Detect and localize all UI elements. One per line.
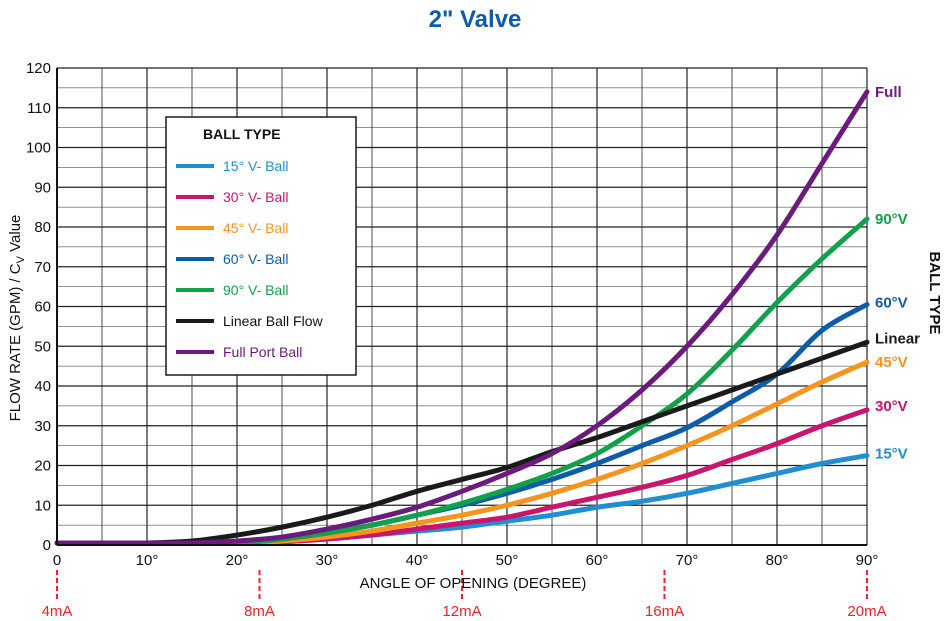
x-tick-label: 20° — [226, 552, 249, 569]
x-tick-label: 70° — [676, 552, 699, 569]
y-tick-label: 40 — [34, 378, 51, 395]
ma-marker-label: 4mA — [42, 603, 73, 620]
y-axis-title-sub: V — [15, 255, 27, 263]
y-tick-label: 100 — [26, 140, 51, 157]
end-labels: 15°V 30°V 45°V 60°V 90°V Linear Full — [875, 84, 920, 463]
y-tick-label: 50 — [34, 338, 51, 355]
legend-item-label: 60° V- Ball — [223, 251, 289, 267]
legend-item-label: 30° V- Ball — [223, 189, 289, 205]
y-axis-title-suffix: Value — [7, 215, 24, 256]
legend-item-label: 90° V- Ball — [223, 282, 289, 298]
series-line-6 — [54, 89, 870, 546]
x-tick-label: 10° — [136, 552, 159, 569]
y-axis-title-main: FLOW RATE (GPM) / C — [7, 263, 24, 421]
series-end-label: 30°V — [875, 398, 908, 415]
y-tick-label: 120 — [26, 60, 51, 77]
y-tick-label: 0 — [43, 537, 51, 554]
series-end-label: Full — [875, 84, 902, 101]
legend-item-label: Linear Ball Flow — [223, 313, 323, 329]
y-tick-label: 20 — [34, 458, 51, 475]
y-tick-label: 60 — [34, 299, 51, 316]
legend-item-label: 15° V- Ball — [223, 158, 289, 174]
ma-marker-label: 12mA — [442, 603, 481, 620]
y-tick-label: 10 — [34, 497, 51, 514]
x-tick-label: 80° — [766, 552, 789, 569]
series-lines — [54, 89, 870, 546]
legend-box — [165, 116, 357, 376]
y-tick-label: 110 — [27, 100, 51, 117]
series-end-label: 60°V — [875, 295, 908, 312]
legend-title: BALL TYPE — [203, 126, 281, 142]
x-tick-label: 90° — [856, 552, 879, 569]
ma-markers: 4mA 8mA 12mA 16mA 20mA — [42, 570, 887, 620]
y-tick-label: 70 — [34, 259, 51, 276]
x-tick-label: 60° — [586, 552, 609, 569]
y-axis-title: FLOW RATE (GPM) / CV Value — [7, 215, 27, 422]
x-axis-title: ANGLE OF OPENING (DEGREE) — [360, 575, 587, 592]
x-tick-label: 50° — [496, 552, 519, 569]
legend-item-label: Full Port Ball — [223, 344, 302, 360]
x-tick-label: 40° — [406, 552, 429, 569]
axes: 0 10 20 30 40 50 60 70 80 90 100 110 120 0 10° 20° 30° 40… — [26, 60, 878, 569]
x-tick-label: 30° — [316, 552, 339, 569]
y-tick-label: 80 — [34, 219, 51, 236]
legend-item-label: 45° V- Ball — [223, 220, 289, 236]
y-tick-label: 30 — [34, 418, 51, 435]
series-end-label: 45°V — [875, 354, 908, 371]
x-tick-label: 0 — [53, 552, 61, 569]
chart-title: 2" Valve — [429, 6, 522, 33]
ma-marker-label: 20mA — [847, 603, 886, 620]
ma-marker-label: 8mA — [244, 603, 275, 620]
series-end-label: 90°V — [875, 211, 908, 228]
series-end-label: Linear — [875, 330, 920, 347]
y-tick-label: 90 — [34, 179, 51, 196]
series-end-label: 15°V — [875, 446, 908, 463]
right-axis-title: BALL TYPE — [926, 251, 943, 334]
ma-marker-label: 16mA — [645, 603, 684, 620]
legend: BALL TYPE 15° V- Ball 30° V- Ball 45° V- B… — [165, 116, 357, 376]
